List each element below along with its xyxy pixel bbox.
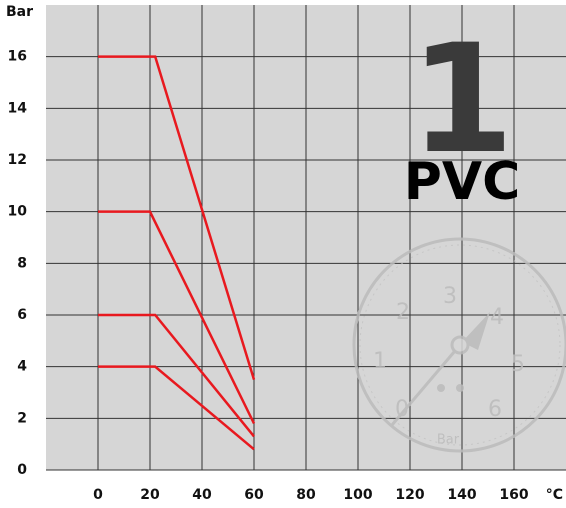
series-line xyxy=(98,210,256,425)
gauge-label: 3 xyxy=(443,284,457,309)
gauge-screw xyxy=(456,384,464,392)
series-line xyxy=(98,313,255,438)
y-tick-label: 6 xyxy=(17,307,27,323)
x-tick-label: 140 xyxy=(447,487,476,503)
annotation-number: 1 xyxy=(410,13,514,187)
gauge-pointer xyxy=(462,312,490,350)
gauge-unit: Bar xyxy=(437,433,460,448)
x-tick-label: 40 xyxy=(192,487,212,503)
gauge-scale xyxy=(359,244,561,446)
gauge-label: 5 xyxy=(511,352,525,377)
x-tick-label: 20 xyxy=(140,487,160,503)
x-tick-label: 0 xyxy=(93,487,103,503)
x-tick-label: 120 xyxy=(395,487,424,503)
y-tick-label: 14 xyxy=(8,100,28,116)
y-tick-label: 4 xyxy=(17,359,27,375)
gauge-hub xyxy=(450,335,470,355)
y-axis-label: Bar xyxy=(6,4,33,20)
series-line xyxy=(98,365,255,451)
x-tick-label: 160 xyxy=(499,487,528,503)
gauge-rim xyxy=(352,237,566,453)
gauge: 0 1 2 3 4 5 6 Bar xyxy=(352,237,566,453)
gauge-label: 6 xyxy=(488,397,502,422)
y-tick-label: 2 xyxy=(17,410,27,426)
gauge-label: 1 xyxy=(373,349,387,374)
gauge-label: 0 xyxy=(395,397,409,422)
annotation-material: PVC xyxy=(404,152,521,212)
y-tick-label: 8 xyxy=(17,255,27,271)
x-tick-label: 80 xyxy=(296,487,316,503)
y-tick-label: 16 xyxy=(8,49,27,65)
gauge-label: 2 xyxy=(396,300,410,325)
x-tick-label: 60 xyxy=(244,487,264,503)
x-tick-label: 100 xyxy=(343,487,372,503)
gauge-screw xyxy=(437,384,445,392)
y-tick-label: 12 xyxy=(8,152,27,168)
y-tick-label: 0 xyxy=(17,462,27,478)
gauge-needle xyxy=(390,344,462,426)
series-line xyxy=(98,55,256,380)
gauge-label: 4 xyxy=(490,305,504,330)
y-tick-label: 10 xyxy=(8,204,28,220)
x-axis-label: °C xyxy=(546,487,563,503)
